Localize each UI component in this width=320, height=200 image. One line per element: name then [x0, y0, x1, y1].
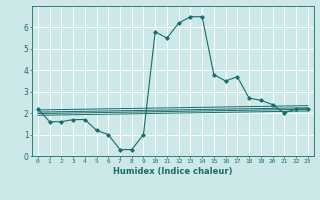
X-axis label: Humidex (Indice chaleur): Humidex (Indice chaleur) — [113, 167, 233, 176]
